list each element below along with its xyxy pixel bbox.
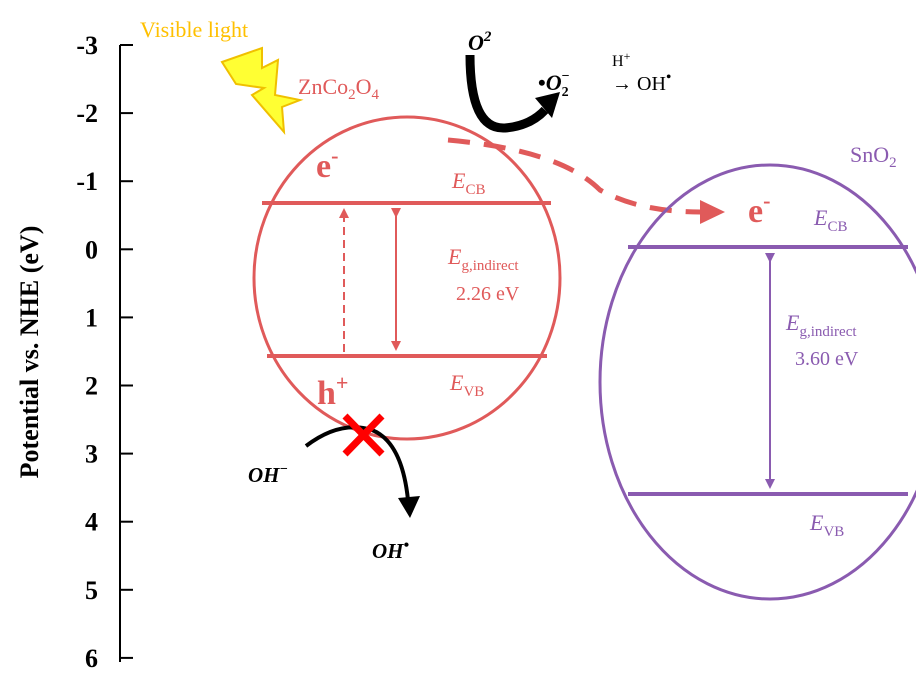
sno2-eg-label: Eg,indirect [785, 310, 857, 340]
sno2-vb-label: EVB [809, 510, 844, 540]
sno2-name: SnO2 [850, 142, 897, 171]
oh-arrowhead [398, 496, 420, 518]
y-tick-label: 6 [85, 644, 98, 669]
znco2o4-eg-value: 2.26 eV [456, 283, 520, 305]
y-tick-label: 1 [85, 303, 98, 332]
hplus-label: H+ [612, 49, 631, 70]
znco2o4-cb-label: ECB [451, 168, 485, 198]
blocked-x-icon [342, 413, 385, 457]
znco2o4-vb-label: EVB [449, 370, 484, 400]
oxygen-reduction: O2 •O2− H+ → OH• [465, 29, 672, 133]
visible-light-label: Visible light [140, 17, 248, 42]
znco2o4-particle: ZnCo2O4 e- ECB Eg,indirect 2.26 eV h+ EV… [252, 74, 562, 441]
y-axis: -3 -2 -1 0 1 2 3 4 5 6 Potential vs. NHE (eV) [15, 31, 133, 673]
electron-transfer-arrowhead [700, 200, 725, 224]
sno2-particle: SnO2 e- ECB Eg,indirect 3.60 eV EVB [598, 142, 916, 601]
znco2o4-eg-label: Eg,indirect [447, 244, 519, 274]
znco2o4-name: ZnCo2O4 [298, 74, 380, 103]
o2-label: O2 [468, 29, 492, 55]
znco2o4-hole: h+ [317, 370, 348, 412]
sno2-eg-value: 3.60 eV [795, 348, 859, 370]
sno2-cb-label: ECB [813, 205, 847, 235]
o2-curved-arrow [465, 54, 549, 133]
superoxide-label: •O2− [538, 69, 570, 100]
oh-minus-label: OH− [248, 462, 288, 487]
y-tick-label: 5 [85, 576, 98, 605]
sno2-electron: e- [748, 188, 770, 230]
y-tick-label: 0 [85, 235, 98, 264]
znco2o4-electron: e- [316, 143, 338, 185]
lightning-icon [220, 46, 304, 135]
oh-radical-product: → OH• [612, 69, 672, 95]
y-tick-label: -3 [76, 31, 98, 60]
electron-transfer-arrow [447, 137, 701, 215]
y-tick-label: -1 [76, 167, 98, 196]
y-axis-label: Potential vs. NHE (eV) [15, 226, 44, 479]
y-tick-label: -2 [76, 99, 98, 128]
y-tick-label: 4 [85, 508, 98, 537]
y-tick-label: 2 [85, 372, 98, 401]
hydroxide-oxidation: OH− OH• [248, 413, 420, 563]
oh-radical-label: OH• [372, 537, 410, 563]
o2-arrowhead [535, 92, 560, 118]
y-tick-label: 3 [85, 440, 98, 469]
